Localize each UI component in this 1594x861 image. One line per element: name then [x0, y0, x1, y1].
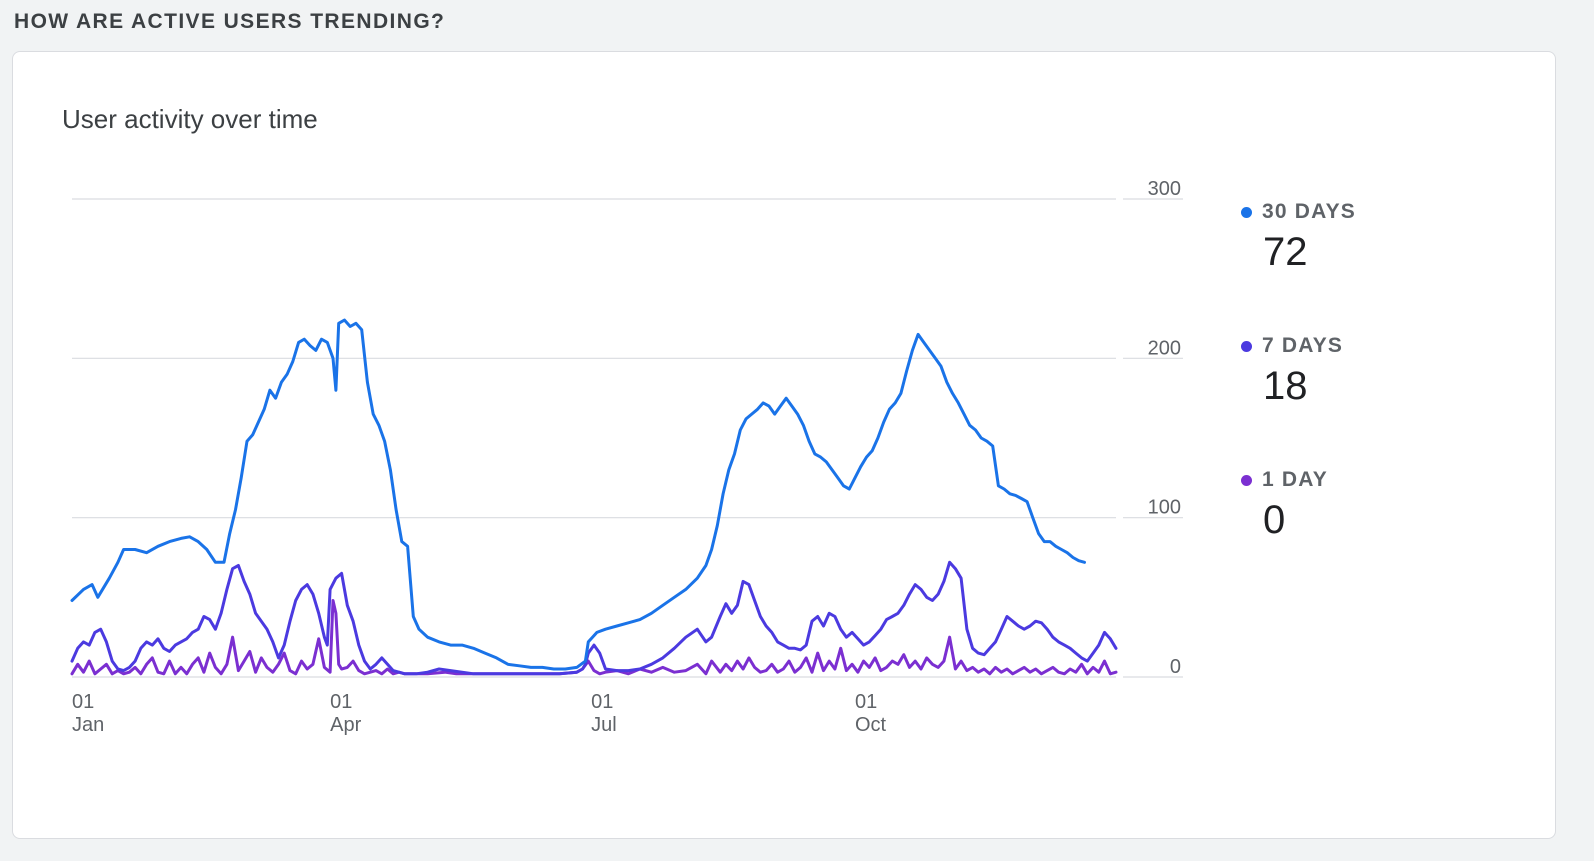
legend-label-text: 30 DAYS: [1262, 200, 1357, 223]
series-line-30-days: [70, 318, 1086, 671]
card-title: User activity over time: [62, 104, 318, 134]
legend-label-7-days: 7 DAYS: [1241, 334, 1481, 358]
legend-value-1-day: 0: [1263, 498, 1286, 542]
legend-item-7-days[interactable]: 7 DAYS 18: [1241, 334, 1481, 468]
x-tick-label: Oct: [855, 714, 887, 736]
x-tick-label: 01: [855, 691, 877, 713]
y-tick-label: 100: [1148, 497, 1181, 519]
legend-item-1-day[interactable]: 1 DAY 0: [1241, 468, 1481, 602]
x-tick-label: Jan: [72, 714, 104, 736]
dot-icon: [1241, 340, 1252, 352]
legend-value-30-days: 72: [1263, 230, 1308, 274]
legend-value-7-days: 18: [1263, 364, 1308, 408]
x-tick-label: Apr: [330, 714, 361, 736]
y-tick-label: 200: [1148, 337, 1181, 359]
dot-icon: [1241, 474, 1252, 486]
x-tick-label: 01: [72, 691, 94, 713]
legend-label-text: 7 DAYS: [1262, 334, 1344, 357]
legend-label-1-day: 1 DAY: [1241, 468, 1481, 492]
legend: 30 DAYS 72 7 DAYS 18 1 DAY 0: [1241, 200, 1481, 602]
legend-item-30-days[interactable]: 30 DAYS 72: [1241, 200, 1481, 334]
user-activity-card: User activity over time 0 100 200 300 01 Jan…: [12, 51, 1556, 839]
dot-icon: [1241, 206, 1252, 218]
section-heading: HOW ARE ACTIVE USERS TRENDING?: [14, 10, 446, 33]
y-tick-label: 300: [1148, 178, 1181, 200]
y-tick-label: 0: [1170, 656, 1181, 678]
x-tick-label: 01: [591, 691, 613, 713]
grid-lines: [72, 198, 1183, 678]
y-axis-ticks: 0 100 200 300: [1148, 178, 1181, 678]
x-tick-label: Jul: [591, 714, 617, 736]
series-lines: [70, 318, 1118, 676]
series-line-7-days: [70, 560, 1118, 676]
legend-label-30-days: 30 DAYS: [1241, 200, 1481, 224]
legend-label-text: 1 DAY: [1262, 468, 1328, 491]
x-tick-label: 01: [330, 691, 352, 713]
